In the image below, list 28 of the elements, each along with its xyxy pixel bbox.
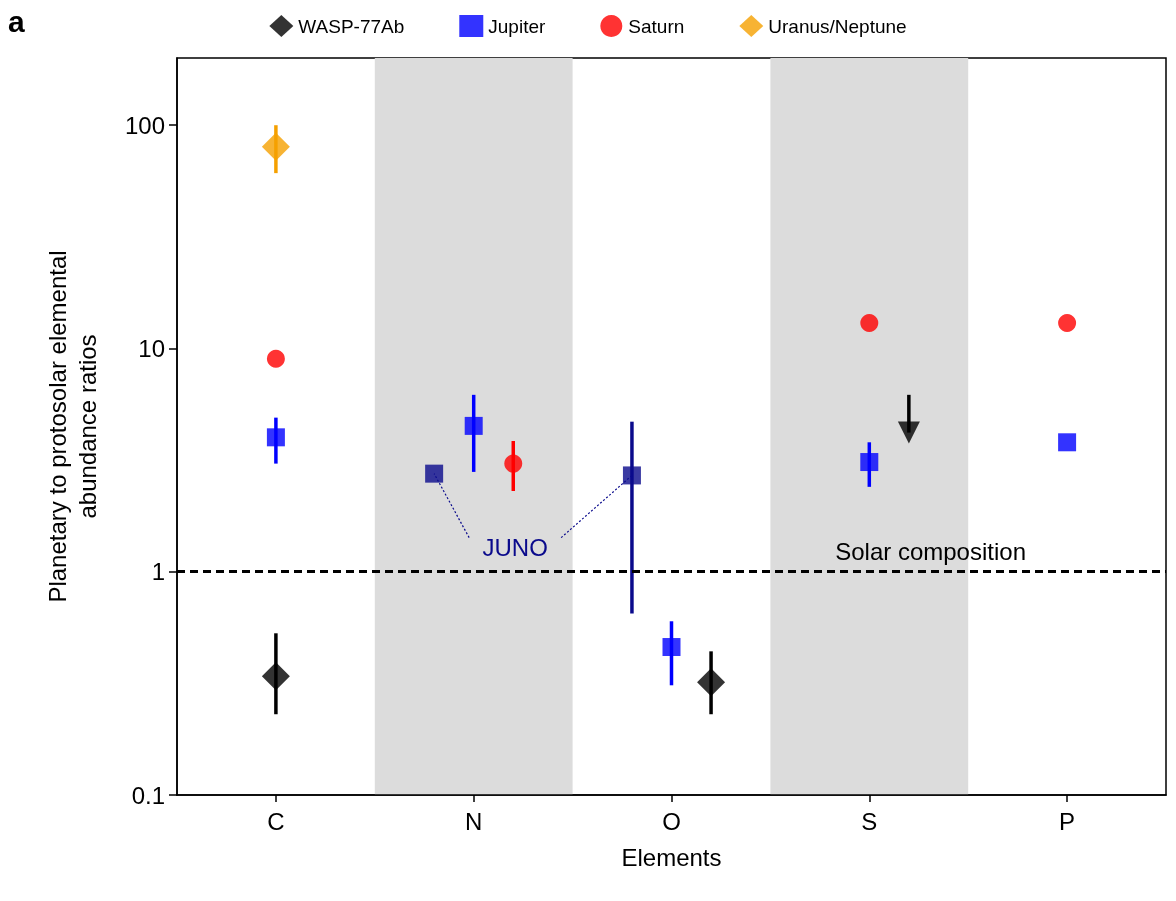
point [261, 662, 290, 691]
x-tick-label: C [267, 807, 285, 835]
point [1058, 314, 1077, 333]
x-tick-label: O [662, 807, 681, 835]
point [261, 132, 290, 161]
y-tick-label: 1 [151, 558, 165, 586]
point [662, 638, 681, 657]
y-axis-title: Planetary to protosolar elemental abundance ratios [43, 250, 101, 603]
legend-label: Jupiter [488, 15, 546, 37]
y-tick-label: 10 [138, 334, 165, 362]
point [266, 428, 285, 447]
legend-label: Uranus/Neptune [768, 15, 907, 37]
legend-label: WASP-77Ab [298, 15, 405, 37]
point [266, 349, 285, 368]
annotation: JUNO [482, 534, 548, 562]
x-axis-title: Elements [621, 843, 722, 871]
x-tick-label: P [1059, 807, 1076, 835]
point [860, 453, 879, 472]
y-tick-label: 0.1 [131, 781, 165, 809]
point [464, 416, 483, 435]
point [860, 314, 879, 333]
point [1058, 433, 1077, 452]
y-tick-label: 100 [124, 111, 165, 139]
ref-line-label: Solar composition [835, 538, 1026, 566]
text: a [8, 4, 25, 38]
x-tick-label: S [861, 807, 878, 835]
legend-label: Saturn [628, 15, 685, 37]
x-tick-label: N [465, 807, 483, 835]
